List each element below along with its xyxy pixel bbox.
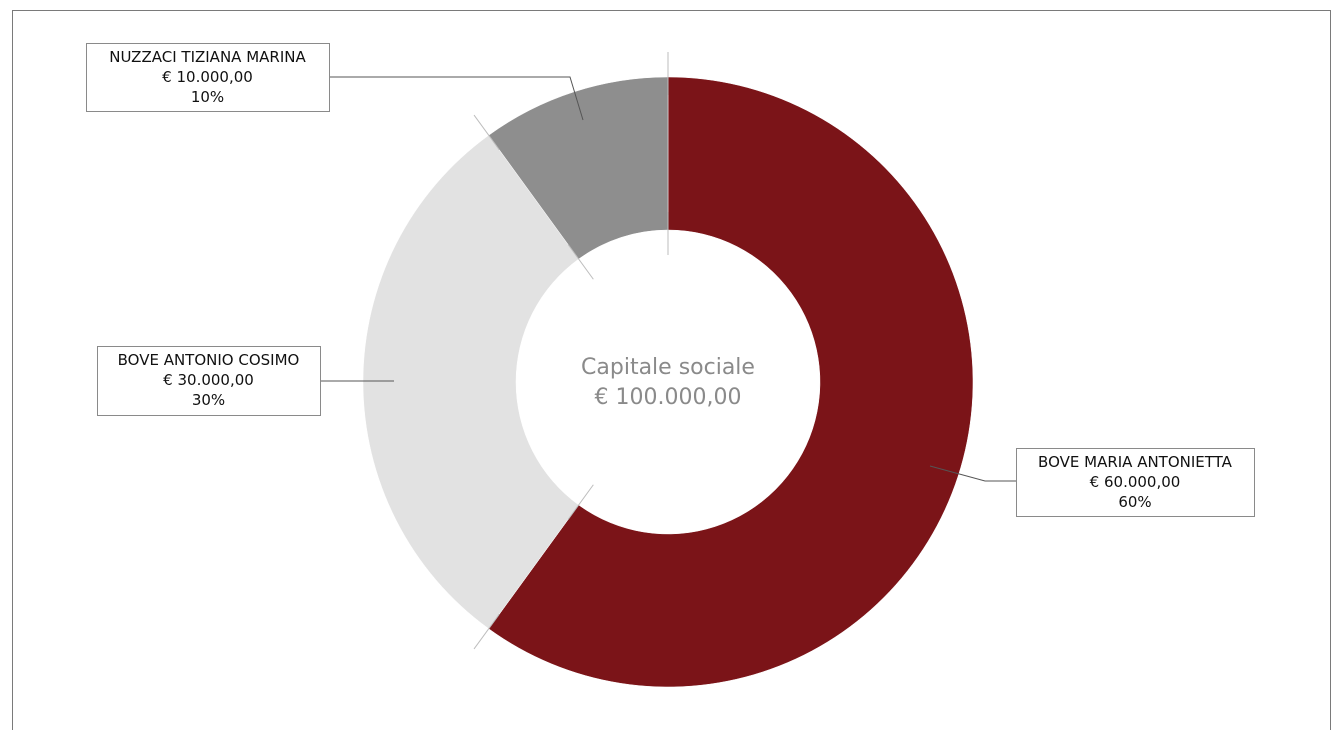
boundary-tick-1-0 <box>473 613 500 650</box>
leader-lines <box>320 76 1016 482</box>
boundary-ticks <box>473 52 669 650</box>
slice-amount-label-bove-antonio-cosimo: € 30.000,00 <box>163 371 254 389</box>
slice-bove-antonio-cosimo <box>362 134 580 630</box>
boundary-tick-1-1 <box>567 484 594 520</box>
slice-percent-label-bove-antonio-cosimo: 30% <box>192 391 225 409</box>
slice-name-label-bove-maria-antonietta: BOVE MARIA ANTONIETTA <box>1038 453 1233 471</box>
label-box-bove-maria-antonietta <box>1016 448 1255 517</box>
leader-nuzzaci-tiziana-marina <box>329 76 584 121</box>
boundary-tick-2-0 <box>473 114 500 151</box>
leader-bove-maria-antonietta <box>929 465 1016 482</box>
slice-percent-label-nuzzaci-tiziana-marina: 10% <box>191 88 224 106</box>
slices-layer <box>362 76 974 688</box>
center-label-line2: € 100.000,00 <box>595 385 742 410</box>
label-box-nuzzaci-tiziana-marina <box>86 43 330 112</box>
label-box-bove-antonio-cosimo <box>97 346 321 416</box>
slice-labels: BOVE MARIA ANTONIETTA€ 60.000,0060%BOVE … <box>86 43 1255 517</box>
slice-bove-maria-antonietta <box>488 76 974 688</box>
slice-percent-label-bove-maria-antonietta: 60% <box>1118 493 1151 511</box>
slice-amount-label-bove-maria-antonietta: € 60.000,00 <box>1090 473 1181 491</box>
label-bove-maria-antonietta: BOVE MARIA ANTONIETTA € 60.000,00 60% <box>1016 448 1255 517</box>
center-label-line1: Capitale sociale <box>581 355 755 380</box>
label-nuzzaci-tiziana-marina: NUZZACI TIZIANA MARINA € 10.000,00 10% <box>86 43 330 112</box>
label-bove-antonio-cosimo: BOVE ANTONIO COSIMO € 30.000,00 30% <box>97 346 321 416</box>
slice-amount-label-nuzzaci-tiziana-marina: € 10.000,00 <box>162 68 253 86</box>
boundary-tick-2-1 <box>567 244 594 280</box>
center-label: Capitale sociale € 100.000,00 <box>581 355 755 410</box>
slice-name-label-nuzzaci-tiziana-marina: NUZZACI TIZIANA MARINA <box>109 48 306 66</box>
slice-name-label-bove-antonio-cosimo: BOVE ANTONIO COSIMO <box>118 351 300 369</box>
